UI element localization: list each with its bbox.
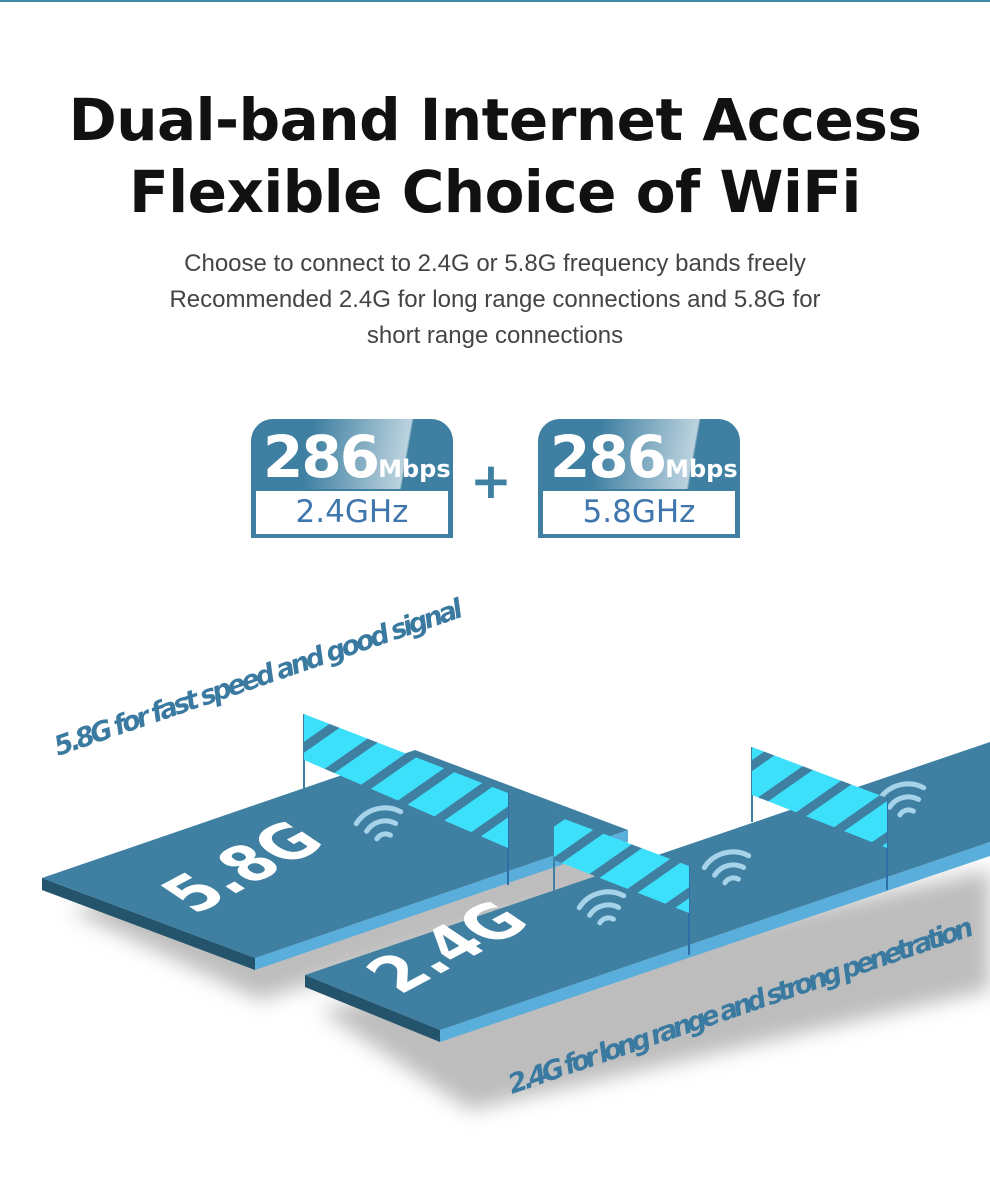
subtitle-line: Recommended 2.4G for long range connecti… [169,286,821,313]
caption-5-8g: 5.8G for fast speed and good signal [50,593,467,763]
title-line-1: Dual-band Internet Access [68,86,922,154]
shadow [320,870,990,1110]
wifi-signal-icon [876,781,927,818]
speed-unit: Mbps [665,455,738,483]
subtitle: Choose to connect to 2.4G or 5.8G freque… [0,246,990,354]
speed-value: 286 [263,423,380,491]
wifi-signal-icon [576,889,627,926]
badge-2-4ghz: 286Mbps 2.4GHz [251,419,453,538]
wifi-signal-icon [353,805,404,842]
subtitle-line: short range connections [366,322,624,349]
page-title: Dual-band Internet Access Flexible Choice… [0,84,990,228]
title-line-2: Flexible Choice of WiFi [129,158,861,226]
band-illustration: 5.8G 2.4G 5.8G for fast spee [42,593,990,1110]
flag-icon [553,815,690,955]
flag-icon [751,747,888,890]
band-label: 5.8GHz [543,491,735,534]
subtitle-line: Choose to connect to 2.4G or 5.8G freque… [184,250,806,277]
speed-value: 286 [550,423,667,491]
flag-icon [303,714,509,885]
top-divider [0,0,990,2]
badge-5-8ghz: 286Mbps 5.8GHz [538,419,740,538]
wifi-signal-icon [701,849,752,886]
plus-sign: + [470,452,512,510]
band-label: 2.4GHz [256,491,448,534]
speed-unit: Mbps [378,455,451,483]
